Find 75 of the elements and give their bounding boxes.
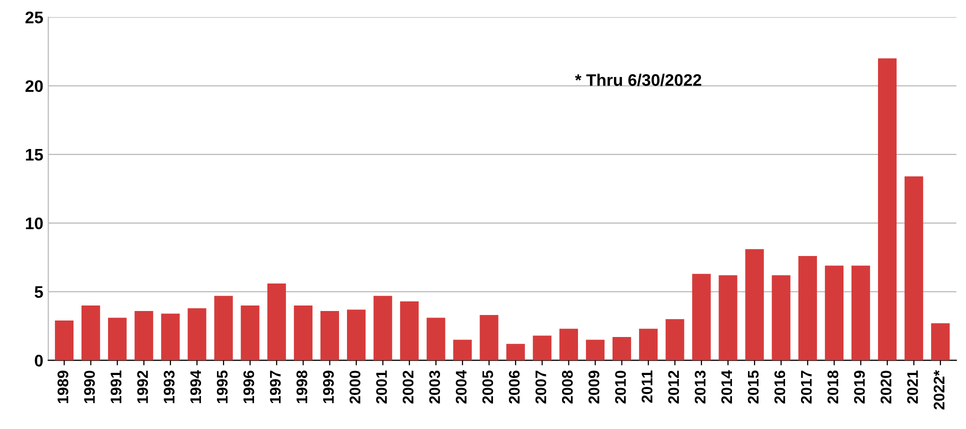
bar	[851, 266, 870, 360]
bar	[54, 320, 74, 360]
bar	[320, 310, 340, 360]
x-tick-label: 2022*	[934, 370, 945, 410]
x-tick-label: 2003	[429, 370, 440, 404]
x-tick-label: 1996	[243, 370, 254, 404]
x-tick-label: 2012	[668, 370, 679, 404]
bar	[798, 256, 817, 360]
annotation: * Thru 6/30/2022	[575, 74, 702, 86]
y-tick-label: 5	[34, 286, 43, 298]
bar	[453, 340, 472, 360]
x-tick-label: 2016	[774, 370, 786, 404]
y-tick-label: 10	[26, 217, 43, 230]
bar	[81, 305, 100, 360]
x-tick-label: 2009	[588, 370, 600, 404]
bar	[612, 337, 632, 360]
bar	[108, 318, 127, 360]
bar	[718, 275, 738, 360]
bar	[374, 296, 392, 360]
x-tick-label: 2000	[350, 370, 360, 404]
x-tick-label: 1993	[164, 370, 175, 404]
x-tick-label: 1992	[137, 370, 148, 404]
x-tick-label: 1998	[296, 370, 308, 404]
x-tick-label: 2014	[721, 370, 732, 404]
x-tick-label: 1990	[84, 370, 95, 404]
x-tick-label: 2005	[482, 370, 494, 404]
x-tick-label: 2019	[854, 370, 865, 404]
bar	[400, 301, 419, 360]
x-tick-label: 1989	[58, 370, 68, 404]
y-tick-label: 25	[25, 12, 43, 24]
bar	[294, 305, 312, 360]
x-tick-label: 2008	[562, 370, 573, 404]
bar	[904, 176, 924, 360]
bar	[931, 323, 950, 360]
bar	[586, 340, 605, 360]
x-tick-label: 2006	[508, 370, 520, 404]
bar	[506, 344, 525, 360]
x-tick-label: 1991	[110, 370, 122, 404]
bar	[480, 315, 498, 360]
bar	[188, 308, 206, 360]
bar	[639, 328, 658, 360]
x-tick-label: 2017	[800, 370, 812, 404]
bar	[824, 266, 844, 360]
x-tick-label: 1999	[323, 370, 334, 404]
x-tick-label: 1995	[216, 370, 228, 404]
x-tick-label: 2018	[827, 370, 838, 404]
x-tick-label: 1994	[190, 370, 202, 404]
bar	[745, 249, 764, 360]
bar	[161, 314, 180, 360]
bar	[532, 336, 552, 360]
bar	[878, 58, 897, 360]
bar	[214, 296, 233, 360]
x-tick-label: 2011	[642, 370, 652, 403]
bar	[692, 274, 711, 360]
bar	[426, 318, 446, 360]
bar	[666, 319, 684, 360]
bar	[346, 310, 366, 360]
x-tick-label: 1997	[270, 370, 281, 404]
y-tick-label: 20	[25, 80, 43, 92]
x-tick-label: 2015	[748, 370, 759, 404]
x-tick-label: 2004	[456, 370, 467, 404]
x-tick-label: 2021	[907, 370, 918, 404]
bar	[134, 310, 154, 360]
bar	[240, 305, 260, 360]
y-tick-label: 15	[26, 149, 43, 161]
bar	[772, 275, 790, 360]
x-tick-label: 2020	[880, 370, 892, 404]
x-tick-label: 2010	[615, 370, 626, 404]
x-tick-label: 2007	[535, 370, 546, 404]
x-tick-label: 2002	[402, 370, 414, 404]
bar	[267, 283, 286, 360]
x-tick-label: 2013	[694, 370, 706, 404]
x-tick-label: 2001	[376, 370, 387, 404]
bar	[559, 328, 578, 360]
y-tick-label: 0	[34, 354, 43, 367]
